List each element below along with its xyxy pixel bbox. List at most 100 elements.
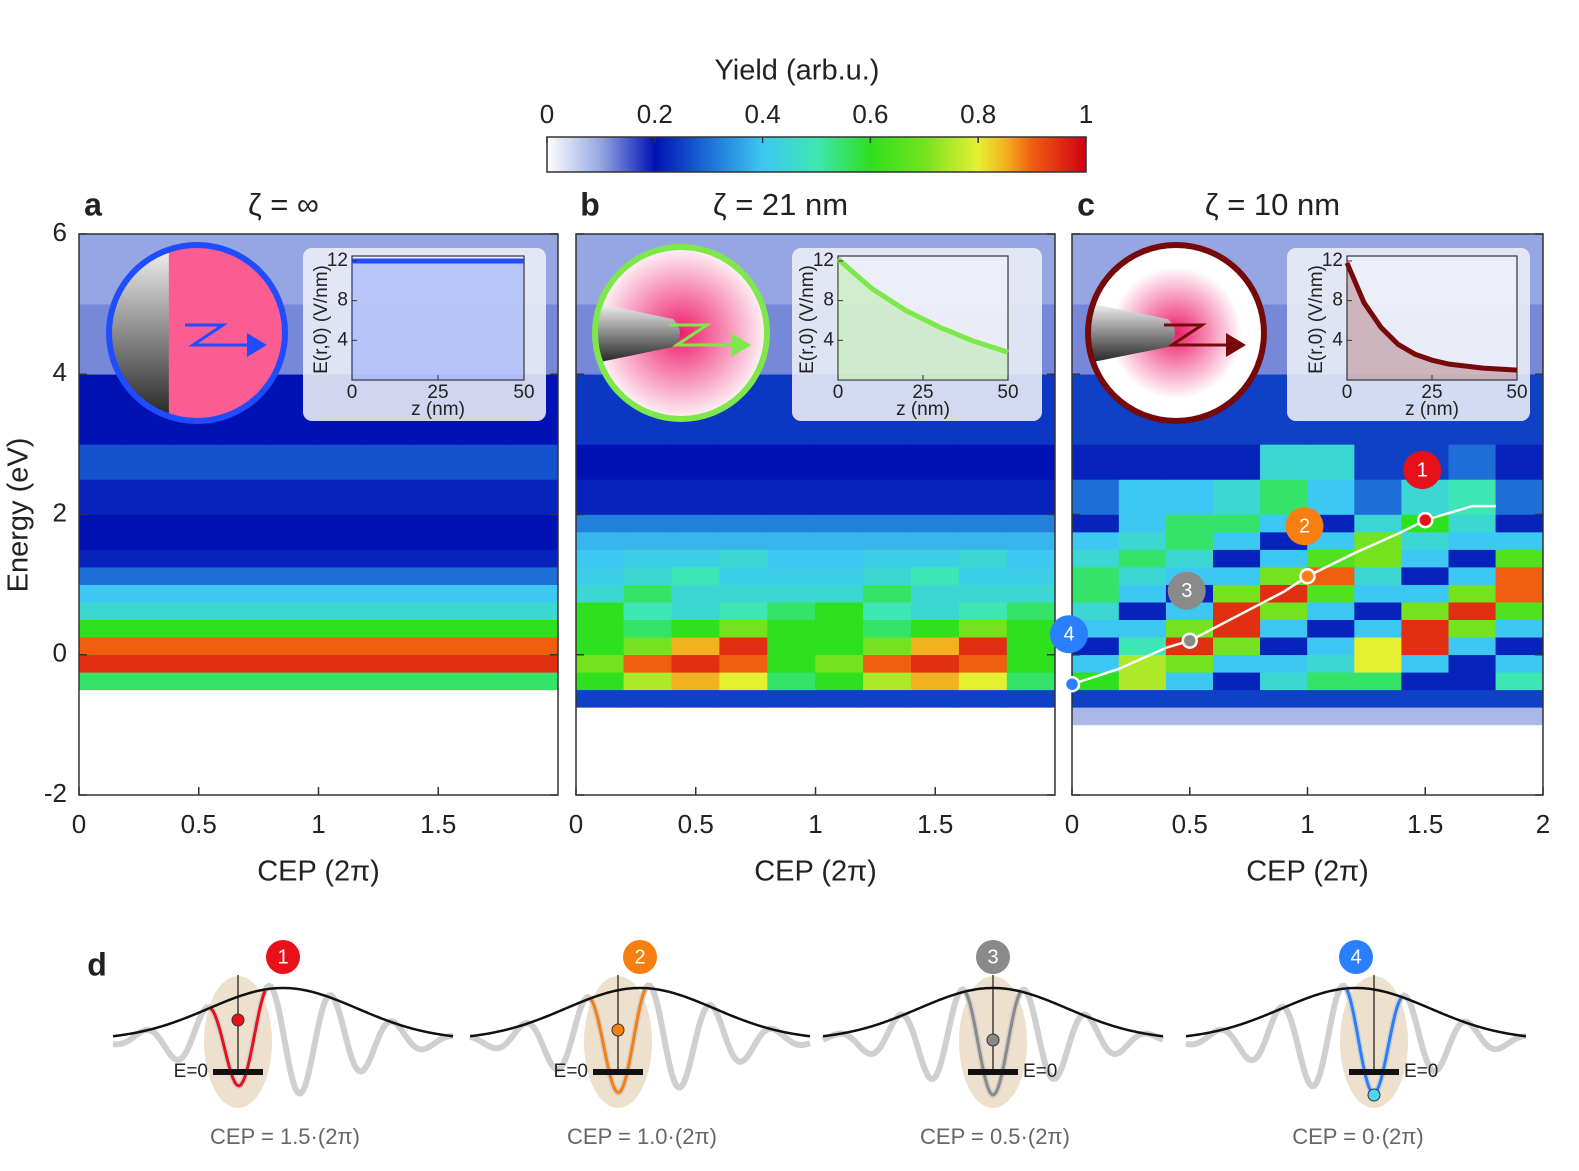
inset-x-tick-label: 0 <box>833 382 844 403</box>
colorbar <box>546 136 1087 173</box>
heatmap-cell <box>1448 514 1497 533</box>
x-tick-label: 0.5 <box>181 809 217 839</box>
heatmap-cell <box>1006 619 1056 638</box>
heatmap-cell <box>222 636 271 656</box>
heatmap-cell <box>958 531 1008 550</box>
inset-x-tick-label: 25 <box>427 382 448 403</box>
heatmap-cell <box>863 654 912 673</box>
heatmap-cell <box>1495 601 1544 620</box>
inset-x-label: z (nm) <box>1405 399 1459 420</box>
heatmap-cell <box>126 584 176 603</box>
heatmap-cell <box>461 514 511 533</box>
well <box>589 989 647 1095</box>
heatmap-cell <box>1165 654 1214 673</box>
heatmap-cell <box>623 531 673 550</box>
heatmap-cell <box>1118 584 1167 603</box>
level-label: E=0 <box>1404 1061 1438 1082</box>
heatmap-cell <box>509 444 559 480</box>
heatmap-cell <box>1307 689 1355 708</box>
heatmap-cell <box>958 654 1008 673</box>
heatmap-cell <box>270 444 319 480</box>
heatmap-cell <box>366 566 415 585</box>
heatmap-cell <box>509 636 559 656</box>
carrier <box>112 982 454 1097</box>
heatmap-cell <box>719 584 768 603</box>
heatmap-cell <box>78 531 128 550</box>
heatmap-cell <box>1006 671 1056 691</box>
envelope <box>469 986 811 1038</box>
heatmap-cell <box>318 531 367 550</box>
panel-letter: b <box>580 186 600 222</box>
heatmap-cell <box>1495 549 1544 568</box>
inset-x-tick-label: 0 <box>347 382 358 403</box>
heatmap-cell <box>1071 707 1120 726</box>
heatmap-cell <box>767 619 816 638</box>
x-tick-label: 0.5 <box>1172 809 1208 839</box>
colorbar-tick-label: 1 <box>1079 99 1093 129</box>
heatmap-cell <box>78 479 128 515</box>
panel: 0 0.5 1 1.5 CEP (2π) b ζ = 21 nm 4 8 12 0 25 50 z (nm… <box>569 186 1056 888</box>
heatmap-cell <box>270 601 319 620</box>
heatmap-cell <box>1495 479 1544 515</box>
heatmap-cell <box>78 584 128 603</box>
heatmap-cell <box>1401 549 1450 568</box>
heatmap-cell <box>767 601 816 620</box>
heatmap-cell <box>366 689 415 708</box>
heatmap-cell <box>575 671 625 691</box>
heatmap-cell <box>910 549 960 568</box>
inset-x-tick-label: 50 <box>1506 382 1527 403</box>
marker-badge-label: 2 <box>1299 515 1310 537</box>
heatmap-cell <box>910 444 960 480</box>
heatmap-cell <box>318 566 367 585</box>
heatmap-cell <box>1006 479 1056 515</box>
heatmap-cell <box>509 601 559 620</box>
inset-y-tick-label: 4 <box>337 329 348 350</box>
heatmap-cell <box>78 707 128 726</box>
badge-label: 3 <box>987 946 998 968</box>
heatmap-cell <box>767 707 816 726</box>
x-tick-label: 1.5 <box>1407 809 1443 839</box>
heatmap-cell <box>1071 531 1120 550</box>
heatmap-cell <box>1448 444 1497 480</box>
heatmap-cell <box>1260 619 1308 638</box>
x-axis-label: CEP (2π) <box>754 856 877 888</box>
heatmap-cell <box>863 549 912 568</box>
heatmap-cell <box>575 601 625 620</box>
heatmap-cell <box>767 444 816 480</box>
heatmap-cell <box>1118 707 1167 726</box>
heatmap-cell <box>1165 689 1214 708</box>
heatmap-cell <box>815 531 864 550</box>
inset-y-label: E(r,0) (V/nm) <box>1306 265 1327 374</box>
heatmap-cell <box>413 601 463 620</box>
heatmap-cell <box>413 707 463 726</box>
heatmap-cell <box>1354 444 1402 480</box>
heatmap-cell <box>671 689 720 708</box>
heatmap-cell <box>1071 514 1120 533</box>
heatmap-cell <box>126 444 176 480</box>
electron <box>1367 1088 1381 1102</box>
heatmap-cell <box>1006 531 1056 550</box>
heatmap-cell <box>1071 601 1120 620</box>
y-axis-label: Energy (eV) <box>3 438 35 593</box>
colorbar-tick-label: 0.2 <box>637 99 673 129</box>
heatmap-cell <box>910 619 960 638</box>
inset-y-label: E(r,0) (V/nm) <box>797 265 818 374</box>
heatmap-cell <box>671 619 720 638</box>
heatmap-cell <box>174 514 224 533</box>
inset-y-tick-label: 12 <box>1322 250 1343 271</box>
heatmap-cell <box>623 601 673 620</box>
heatmap-cell <box>318 514 367 533</box>
panel-letter: c <box>1077 186 1095 222</box>
caption: CEP = 1.0·(2π) <box>567 1124 717 1149</box>
heatmap-cell <box>815 707 864 726</box>
heatmap-cell <box>767 671 816 691</box>
heatmap-cell <box>222 654 271 673</box>
x-tick-label: 1 <box>1300 809 1314 839</box>
heatmap-cell <box>1165 707 1214 726</box>
heatmap-cell <box>126 689 176 708</box>
heatmap-cell <box>222 689 271 708</box>
heatmap-cell <box>318 689 367 708</box>
heatmap-cell <box>222 619 271 638</box>
colorbar-tick-label: 0.6 <box>852 99 888 129</box>
heatmap-cell <box>1307 707 1355 726</box>
